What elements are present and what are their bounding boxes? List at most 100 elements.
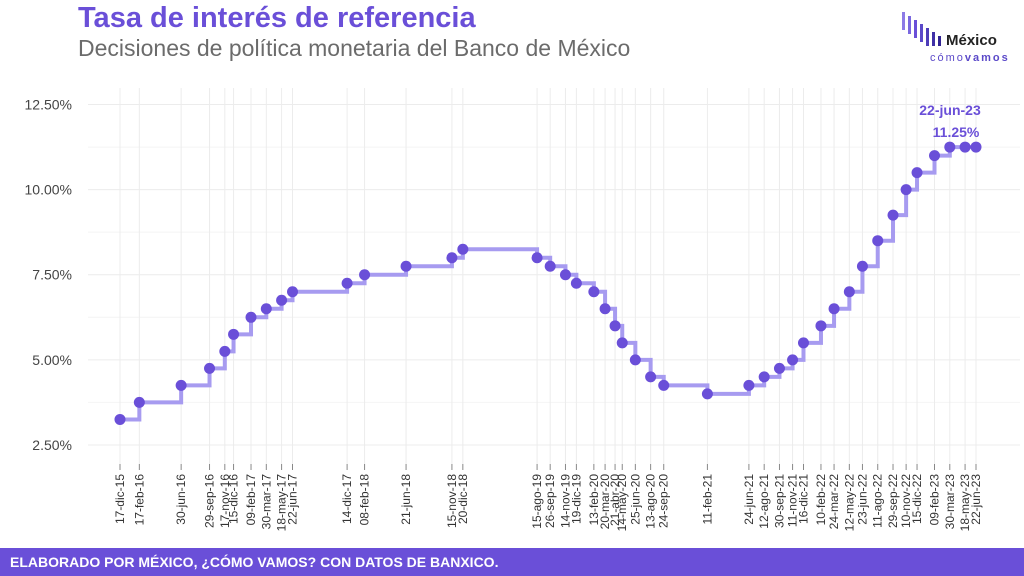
- x-tick-label: 18-may-23: [958, 474, 972, 532]
- data-point: [929, 150, 941, 162]
- chart-subtitle: Decisiones de política monetaria del Ban…: [78, 35, 631, 61]
- y-tick-label: 7.50%: [32, 267, 72, 283]
- x-tick-label: 15-nov-18: [445, 474, 459, 528]
- x-tick-label: 19-dic-19: [569, 474, 583, 524]
- data-point: [341, 277, 353, 289]
- x-tick-label: 30-jun-16: [174, 474, 188, 525]
- x-tick-label: 14-may-20: [615, 474, 629, 532]
- x-tick-label: 14-nov-19: [558, 474, 572, 528]
- data-point: [588, 286, 600, 298]
- data-point: [245, 311, 257, 323]
- x-tick-label: 30-mar-17: [259, 474, 273, 530]
- data-point: [773, 362, 785, 374]
- data-point: [609, 320, 621, 332]
- data-point: [828, 303, 840, 315]
- data-point: [287, 286, 299, 298]
- x-tick-label: 22-jun-23: [969, 474, 983, 525]
- x-tick-label: 24-sep-20: [657, 474, 671, 528]
- y-tick-label: 5.00%: [32, 352, 72, 368]
- y-tick-label: 12.50%: [25, 97, 72, 113]
- x-tick-label: 20-dic-18: [456, 474, 470, 524]
- x-tick-label: 11-nov-21: [786, 474, 800, 527]
- x-tick-label: 13-feb-20: [587, 474, 601, 526]
- data-point: [133, 396, 145, 408]
- policy-rate-chart: 2.50% 5.00% 7.50% 10.00% 12.50% 17-dic-15 17-f…: [25, 88, 1020, 532]
- data-point: [544, 260, 556, 272]
- step-series-line: [120, 145, 976, 422]
- data-point: [219, 345, 231, 357]
- data-point: [204, 362, 216, 374]
- x-tick-label: 17-feb-16: [132, 474, 146, 526]
- y-tick-label: 2.50%: [32, 437, 72, 453]
- data-point: [260, 303, 272, 315]
- data-point: [900, 184, 912, 196]
- logo-tagline-a: cómo: [930, 52, 965, 64]
- data-point: [787, 354, 799, 366]
- x-tick-label: 16-dic-21: [796, 474, 810, 524]
- data-point: [599, 303, 611, 315]
- x-tick-label: 12-ago-21: [757, 474, 771, 529]
- x-tick-label: 09-feb-23: [928, 474, 942, 526]
- y-tick-label: 10.00%: [25, 182, 72, 198]
- data-point: [629, 354, 641, 366]
- x-tick-label: 09-feb-17: [244, 474, 258, 526]
- x-tick-label: 30-sep-21: [772, 474, 786, 528]
- annotation-date-label: 22-jun-23: [919, 102, 981, 118]
- x-tick-label: 11-ago-22: [871, 474, 885, 528]
- data-point: [944, 141, 956, 153]
- x-tick-label: 10-nov-22: [899, 474, 913, 528]
- data-point: [276, 294, 288, 306]
- x-tick-label: 29-sep-16: [203, 474, 217, 528]
- logo-tagline-b: vamos: [964, 52, 1010, 64]
- x-tick-label: 17-nov-16: [218, 474, 232, 528]
- x-tick-label: 29-sep-22: [886, 474, 900, 528]
- logo-bars-icon: [902, 12, 941, 46]
- data-point: [228, 328, 240, 340]
- data-point: [797, 337, 809, 349]
- data-point: [743, 379, 755, 391]
- x-tick-label: 14-dic-17: [340, 474, 354, 524]
- x-tick-label: 26-sep-19: [543, 474, 557, 528]
- logo-tagline: cómovamos: [930, 52, 1010, 64]
- x-tick-label: 23-jun-22: [855, 474, 869, 525]
- data-point: [872, 235, 884, 247]
- x-tick-label: 18-may-17: [275, 474, 289, 532]
- x-tick-label: 15-dic-16: [227, 474, 241, 524]
- data-point: [400, 260, 412, 272]
- data-point: [843, 286, 855, 298]
- data-point: [457, 243, 469, 255]
- x-tick-label: 22-jun-17: [286, 474, 300, 525]
- x-tick-label: 21-abr-20: [608, 474, 622, 526]
- data-point: [887, 209, 899, 221]
- data-point: [559, 269, 571, 281]
- footer-credit: ELABORADO POR MÉXICO, ¿CÓMO VAMOS? CON D…: [0, 548, 1024, 576]
- x-tick-label: 11-feb-21: [700, 474, 714, 525]
- x-tick-label: 24-mar-22: [827, 474, 841, 530]
- data-point: [815, 320, 827, 332]
- data-point: [856, 260, 868, 272]
- chart-title: Tasa de interés de referencia: [78, 2, 476, 34]
- annotation-value-label: 11.25%: [933, 124, 980, 140]
- x-tick-label: 30-mar-23: [943, 474, 957, 530]
- logo-wordmark: México: [946, 32, 997, 49]
- data-point: [616, 337, 628, 349]
- data-point: [959, 141, 971, 153]
- data-point: [701, 388, 713, 400]
- data-point: [970, 141, 982, 153]
- x-tick-label: 12-may-22: [842, 474, 856, 532]
- x-tick-label: 08-feb-18: [358, 474, 372, 526]
- x-tick-label: 13-ago-20: [644, 474, 658, 529]
- x-tick-label: 24-jun-21: [742, 474, 756, 525]
- x-tick-label: 17-dic-15: [113, 474, 127, 524]
- data-point: [911, 167, 923, 179]
- x-tick-label: 25-jun-20: [628, 474, 642, 525]
- x-tick-label: 21-jun-18: [399, 474, 413, 525]
- data-point: [645, 371, 657, 383]
- data-point: [570, 277, 582, 289]
- data-point: [359, 269, 371, 281]
- data-point: [531, 252, 543, 264]
- mexico-como-vamos-logo: México cómovamos: [900, 8, 1018, 68]
- data-point: [758, 371, 770, 383]
- data-point: [175, 379, 187, 391]
- x-tick-label: 15-ago-19: [530, 474, 544, 529]
